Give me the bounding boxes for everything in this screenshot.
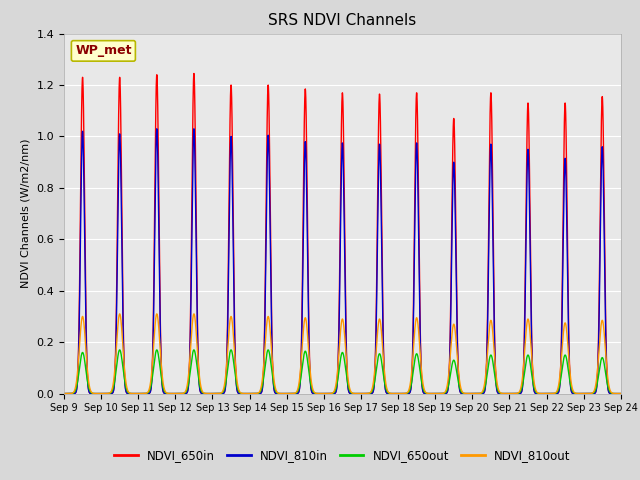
NDVI_810out	[612, 391, 620, 396]
NDVI_810in	[153, 126, 161, 132]
NDVI_810in	[189, 135, 197, 141]
NDVI_810out	[617, 391, 625, 396]
NDVI_810in	[310, 391, 317, 396]
NDVI_650in	[270, 385, 278, 391]
NDVI_650out	[60, 391, 68, 396]
Line: NDVI_810out: NDVI_810out	[64, 314, 621, 394]
Line: NDVI_650out: NDVI_650out	[64, 350, 621, 394]
Y-axis label: NDVI Channels (W/m2/nm): NDVI Channels (W/m2/nm)	[21, 139, 31, 288]
Line: NDVI_810in: NDVI_810in	[64, 129, 621, 394]
NDVI_650out	[310, 389, 317, 395]
NDVI_810out	[270, 376, 278, 382]
NDVI_650in	[189, 85, 197, 91]
NDVI_650out	[195, 380, 203, 386]
NDVI_810out	[60, 391, 68, 396]
NDVI_810in	[193, 261, 200, 266]
NDVI_650out	[189, 348, 197, 353]
NDVI_650in	[310, 391, 317, 396]
NDVI_650in	[617, 391, 625, 396]
NDVI_650in	[195, 380, 203, 385]
NDVI_810out	[116, 311, 124, 317]
NDVI_650out	[617, 391, 625, 396]
Legend: NDVI_650in, NDVI_810in, NDVI_650out, NDVI_810out: NDVI_650in, NDVI_810in, NDVI_650out, NDV…	[109, 444, 575, 467]
NDVI_650out	[193, 358, 200, 364]
NDVI_810in	[60, 391, 68, 396]
Line: NDVI_650in: NDVI_650in	[64, 73, 621, 394]
Text: WP_met: WP_met	[75, 44, 132, 58]
NDVI_650in	[60, 391, 68, 396]
NDVI_810in	[270, 386, 278, 392]
NDVI_650in	[190, 71, 198, 76]
NDVI_810in	[617, 391, 625, 396]
NDVI_810out	[310, 388, 317, 394]
NDVI_810in	[195, 382, 203, 387]
NDVI_810out	[189, 312, 197, 318]
Title: SRS NDVI Channels: SRS NDVI Channels	[268, 13, 417, 28]
NDVI_650out	[270, 383, 278, 388]
NDVI_810out	[195, 372, 203, 377]
NDVI_650in	[193, 233, 200, 239]
NDVI_650in	[612, 391, 620, 396]
NDVI_810out	[193, 332, 200, 337]
NDVI_810in	[612, 391, 620, 396]
NDVI_650out	[116, 347, 124, 353]
NDVI_650out	[612, 391, 620, 396]
